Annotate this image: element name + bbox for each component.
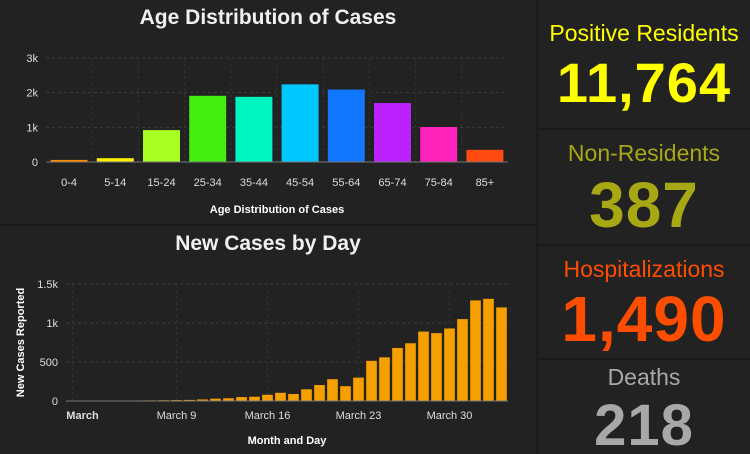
day-bar	[340, 386, 351, 401]
day-x-tick-label: March 9	[157, 410, 197, 422]
day-bar	[314, 385, 325, 401]
day-bar	[418, 331, 429, 401]
age-bar-85+	[466, 149, 504, 162]
day-y-tick-label: 0	[52, 396, 58, 408]
day-y-tick-label: 500	[40, 357, 58, 369]
day-bar	[496, 307, 507, 401]
day-bar	[249, 396, 260, 401]
age-y-tick-label: 1k	[26, 122, 38, 134]
age-distribution-panel: Age Distribution of Cases 0 1k 2k 3k 0-4 5-14…	[0, 0, 536, 224]
stat-hospitalizations: Hospitalizations 1,490	[538, 246, 750, 358]
day-x-axis-label: Month and Day	[248, 435, 328, 447]
stat-label-deaths: Deaths	[607, 364, 681, 390]
day-bar	[483, 298, 494, 401]
day-bar	[288, 393, 299, 401]
stat-deaths: Deaths 218	[538, 360, 750, 454]
day-bar	[431, 333, 442, 401]
age-bar-75-84	[420, 126, 458, 162]
age-y-tick-label: 0	[32, 157, 38, 169]
day-bar	[366, 360, 377, 401]
day-bar	[457, 319, 468, 401]
day-bar	[184, 399, 195, 401]
day-bar	[405, 343, 416, 401]
day-bar	[392, 347, 403, 401]
age-bar-5-14	[96, 158, 134, 162]
day-x-tick-label: March	[66, 410, 99, 422]
day-bar	[197, 399, 208, 401]
age-bar-65-74	[374, 103, 411, 162]
stat-value-non-residents: 387	[589, 169, 699, 241]
day-bar	[262, 394, 273, 401]
day-bar	[210, 398, 221, 401]
new-cases-panel: New Cases by Day 0 500 1k 1.5k March March 9 M…	[0, 226, 536, 454]
day-bar	[353, 377, 364, 401]
day-bar	[379, 357, 390, 401]
age-distribution-chart: 0 1k 2k 3k 0-4 5-14 15-24 25-34 35-44 45-54 55-64 6…	[26, 53, 508, 216]
stat-label-hospitalizations: Hospitalizations	[563, 256, 725, 282]
day-x-tick-label: March 30	[427, 410, 473, 422]
age-x-tick-label: 65-74	[378, 177, 406, 189]
age-x-tick-label: 5-14	[104, 177, 126, 189]
age-x-tick-label: 55-64	[332, 177, 360, 189]
age-bar-55-64	[327, 89, 365, 162]
age-x-tick-label: 85+	[476, 177, 495, 189]
age-bar-0-4	[50, 159, 88, 162]
day-bar	[444, 328, 455, 401]
new-cases-chart: 0 500 1k 1.5k March March 9 March 16 March 23 Ma…	[15, 279, 508, 447]
age-x-tick-label: 75-84	[425, 177, 453, 189]
age-x-tick-label: 0-4	[61, 177, 77, 189]
day-bar	[301, 389, 312, 401]
age-bar-35-44	[235, 96, 273, 162]
day-bar	[236, 397, 247, 401]
day-x-tick-label: March 23	[336, 410, 382, 422]
age-bar-45-54	[281, 84, 319, 162]
day-y-tick-label: 1.5k	[37, 279, 58, 291]
day-chart-title: New Cases by Day	[175, 232, 361, 255]
stat-label-positive-residents: Positive Residents	[549, 20, 739, 46]
day-x-tick-label: March 16	[245, 410, 291, 422]
age-y-tick-label: 3k	[26, 53, 38, 65]
stat-value-positive-residents: 11,764	[556, 51, 732, 114]
age-x-tick-label: 45-54	[286, 177, 314, 189]
stat-value-hospitalizations: 1,490	[561, 283, 727, 355]
stat-non-residents: Non-Residents 387	[538, 130, 750, 244]
day-bar	[470, 300, 481, 401]
stat-positive-residents: Positive Residents 11,764	[538, 0, 750, 128]
day-bar	[275, 392, 286, 401]
day-y-tick-label: 1k	[46, 318, 58, 330]
age-x-tick-label: 15-24	[147, 177, 175, 189]
age-x-tick-label: 35-44	[240, 177, 268, 189]
age-bar-15-24	[143, 130, 180, 162]
age-bar-25-34	[189, 95, 227, 162]
stat-label-non-residents: Non-Residents	[567, 140, 721, 166]
day-bar	[223, 398, 234, 401]
age-chart-title: Age Distribution of Cases	[139, 6, 397, 29]
age-x-tick-label: 25-34	[194, 177, 222, 189]
age-x-axis-label: Age Distribution of Cases	[210, 204, 344, 216]
day-y-axis-label: New Cases Reported	[15, 288, 27, 397]
day-bar	[327, 379, 338, 401]
stat-value-deaths: 218	[594, 393, 694, 454]
age-y-tick-label: 2k	[26, 88, 38, 100]
